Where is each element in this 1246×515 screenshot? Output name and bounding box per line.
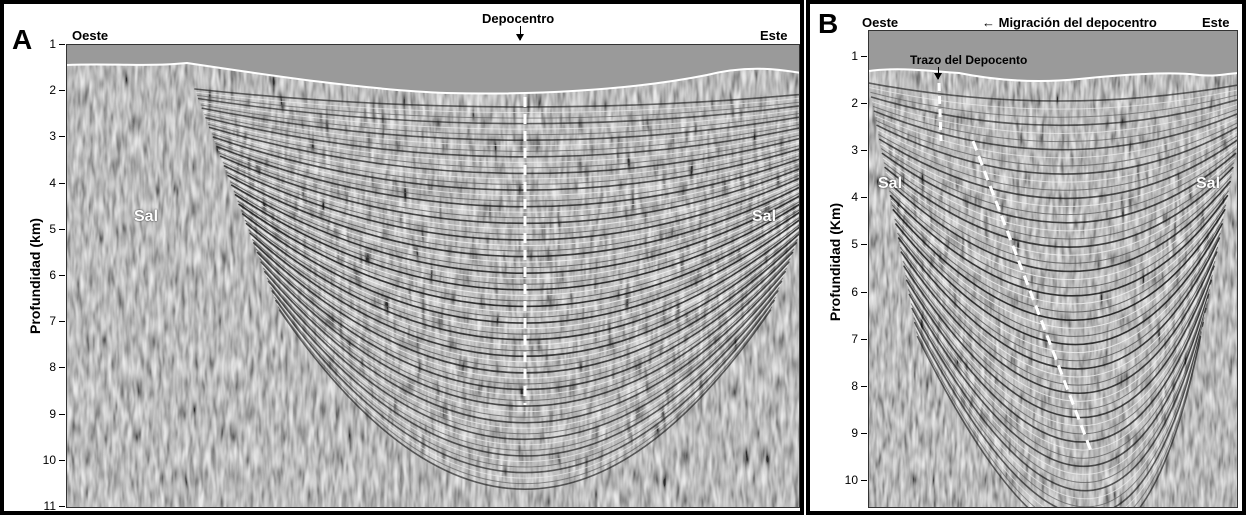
- panel-a-y-tickmark: [59, 367, 65, 369]
- panel-a-y-tickmark: [59, 275, 65, 276]
- panel-b-seismic-section: [868, 30, 1238, 508]
- trace-label: Trazo del Depocento: [910, 53, 1028, 67]
- panel-a-y-tickmark: [59, 413, 65, 415]
- panel-b-east-label: Este: [1202, 15, 1230, 30]
- panel-a-y-tick-1: 1: [49, 37, 56, 51]
- panel-b-y-tick-7: 7: [851, 331, 858, 346]
- trace-arrow-icon: [934, 67, 942, 80]
- panel-a-y-tickmark: [59, 506, 65, 507]
- panel-b-salt-right-label: Sal: [1196, 175, 1221, 192]
- panel-a-salt-right-label: Sal: [752, 208, 777, 225]
- panel-a-y-tick-10: 10: [42, 452, 56, 467]
- panel-b-y-tickmark: [861, 338, 867, 340]
- depocenter-arrow-icon: [516, 26, 524, 41]
- panel-b-letter: B: [818, 8, 839, 39]
- panel-a-y-tick-8: 8: [49, 360, 56, 375]
- panel-b-salt-left-label: Sal: [878, 175, 903, 192]
- migration-label: ← Migración del depocentro: [982, 15, 1157, 30]
- panel-b-y-tickmark: [861, 291, 867, 293]
- panel-a-y-tickmark: [59, 459, 65, 461]
- panel-a-y-tickmark: [59, 44, 65, 45]
- panel-b-y-tickmark: [861, 103, 867, 105]
- panel-a-y-tick-4: 4: [49, 175, 56, 190]
- panel-b-y-tick-8: 8: [851, 378, 858, 393]
- panel-b-y-tickmark: [861, 244, 867, 246]
- panel-a-y-tickmark: [59, 228, 65, 230]
- panel-a-salt-left-label: Sal: [134, 208, 159, 225]
- panel-a-y-tickmark: [59, 182, 65, 184]
- panel-a-y-tick-9: 9: [49, 406, 56, 421]
- panel-b-west-label: Oeste: [862, 15, 899, 30]
- panel-a-y-tickmark: [59, 136, 65, 138]
- panel-a-y-tickmark: [59, 90, 65, 92]
- panel-b-y-tick-2: 2: [851, 96, 858, 111]
- panel-a-y-tickmark: [59, 321, 65, 323]
- panel-a-y-tick-6: 6: [49, 268, 56, 282]
- panel-a-y-tick-11: 11: [43, 499, 56, 513]
- panel-b-upper-trace-line: [937, 82, 943, 142]
- panel-b-migration-trace-line: [971, 140, 1093, 452]
- panel-b-y-tickmark: [861, 197, 867, 199]
- panel-b-y-tick-10: 10: [844, 473, 858, 487]
- panel-b-y-axis-label: Profundidad (Km): [827, 202, 843, 322]
- panel-a-east-label: Este: [760, 28, 788, 43]
- panel-a-y-tick-3: 3: [49, 129, 56, 144]
- depocenter-label: Depocentro: [482, 11, 555, 26]
- panel-a-seismic-section: [66, 44, 800, 508]
- panel-a-letter: A: [12, 24, 33, 55]
- panel-b-y-tickmark: [861, 432, 867, 434]
- panel-a: A Oeste Este Depocentro Profundidad (km)…: [0, 0, 804, 515]
- panel-b: B Oeste ← Migración del depocentro Este …: [806, 0, 1246, 515]
- panel-b-y-tickmark: [861, 150, 867, 152]
- panel-b-y-tickmark: [861, 385, 867, 387]
- panel-b-y-tick-9: 9: [851, 425, 858, 440]
- panel-a-y-tick-5: 5: [49, 221, 56, 236]
- panel-a-west-label: Oeste: [72, 28, 109, 43]
- panel-b-y-tick-5: 5: [851, 237, 858, 252]
- panel-b-y-tick-3: 3: [851, 143, 858, 158]
- panel-a-seismic-image: [67, 45, 799, 507]
- panel-b-seismic-image: [869, 31, 1237, 507]
- panel-b-y-tick-6: 6: [851, 284, 858, 299]
- panel-a-y-tick-2: 2: [49, 83, 56, 98]
- panel-b-y-tickmark: [861, 480, 867, 481]
- panel-b-y-tickmark: [861, 56, 867, 57]
- panel-b-y-tick-4: 4: [851, 190, 858, 205]
- panel-b-y-tick-1: 1: [851, 49, 858, 63]
- panel-a-y-tick-7: 7: [49, 314, 56, 329]
